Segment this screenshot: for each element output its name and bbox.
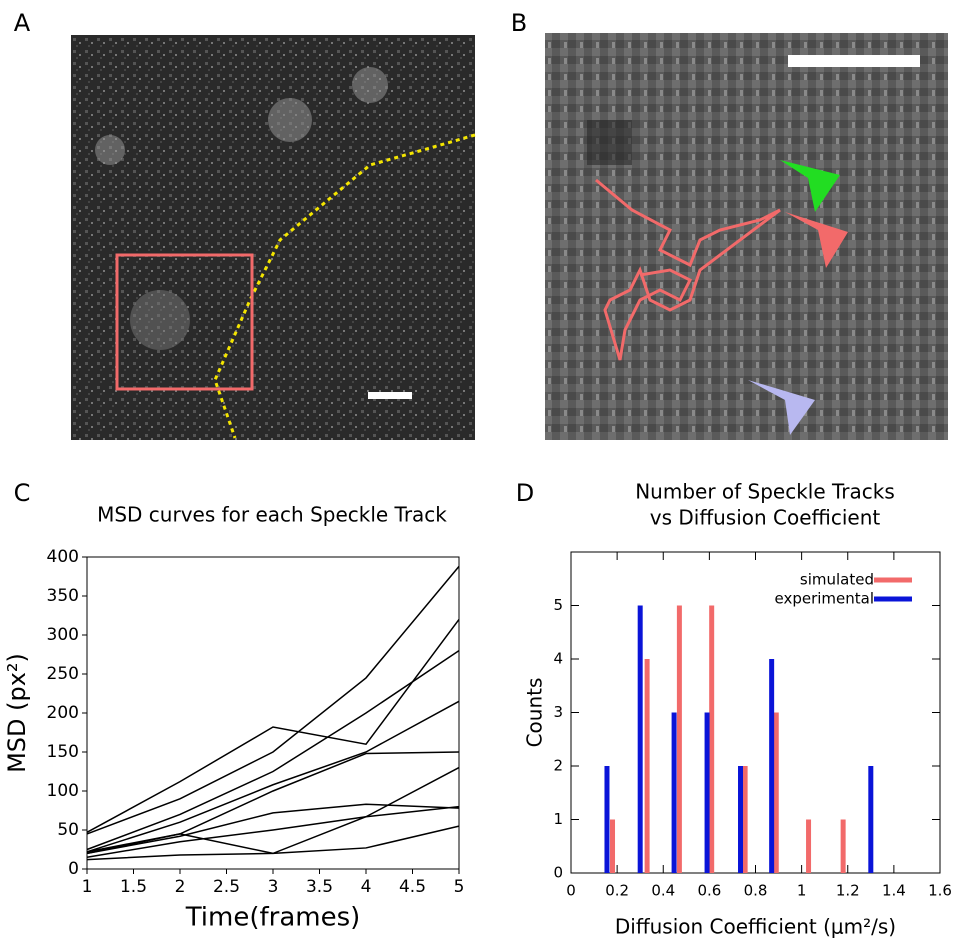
line (86, 803, 460, 855)
line (86, 700, 460, 853)
y-tick-label: 150 (47, 742, 79, 762)
chart-title: vs Diffusion Coefficient (650, 506, 881, 530)
line (86, 805, 460, 859)
bar (769, 659, 775, 873)
x-axis-label: Diffusion Coefficient (μm²/s) (615, 915, 896, 939)
bar (742, 766, 748, 873)
x-axis-label: Time(frames) (185, 903, 361, 933)
bar (868, 766, 874, 873)
x-tick-label: 5 (454, 877, 465, 897)
y-tick-label: 100 (47, 781, 79, 801)
y-tick-label: 4 (553, 650, 563, 668)
x-tick-label: 1.2 (836, 882, 860, 900)
line (86, 825, 460, 861)
x-tick-label: 3.5 (306, 877, 333, 897)
legend-label: experimental (774, 590, 874, 608)
chart-title: Number of Speckle Tracks (635, 480, 895, 504)
line (86, 618, 460, 833)
x-tick-label: 3 (268, 877, 279, 897)
bar (704, 712, 710, 873)
x-tick-label: 0.2 (605, 882, 629, 900)
y-tick-label: 5 (553, 596, 563, 614)
x-tick-label: 1 (797, 882, 807, 900)
y-tick-label: 250 (47, 664, 79, 684)
y-tick-label: 300 (47, 625, 79, 645)
x-tick-label: 4 (361, 877, 372, 897)
panel-a-image (71, 35, 476, 440)
y-tick-label: 200 (47, 703, 79, 723)
y-tick-label: 400 (47, 547, 79, 567)
x-tick-label: 0.8 (744, 882, 768, 900)
panel-label: D (516, 479, 534, 507)
bar (840, 819, 846, 873)
panel-label: C (14, 479, 31, 507)
y-tick-label: 1 (553, 810, 563, 828)
y-tick-label: 2 (553, 757, 563, 775)
bar (773, 712, 779, 873)
y-tick-label: 50 (57, 820, 79, 840)
y-tick-label: 350 (47, 586, 79, 606)
x-tick-label: 4.5 (399, 877, 426, 897)
line (86, 565, 460, 835)
x-tick-label: 0 (566, 882, 576, 900)
bar (610, 819, 616, 873)
line (86, 649, 460, 851)
y-tick-label: 3 (553, 703, 563, 721)
bar (676, 605, 682, 873)
x-tick-label: 2 (175, 877, 186, 897)
bar (738, 766, 744, 873)
y-axis-label: Counts (523, 678, 547, 748)
x-tick-label: 1.6 (928, 882, 952, 900)
x-tick-label: 1.5 (120, 877, 147, 897)
bar (806, 819, 812, 873)
bar (709, 605, 715, 873)
bar (637, 605, 643, 873)
x-tick-label: 2.5 (213, 877, 240, 897)
x-tick-label: 0.4 (651, 882, 675, 900)
panel-label: B (511, 9, 527, 37)
panel-label: A (14, 9, 31, 37)
x-tick-label: 0.6 (697, 882, 721, 900)
bar (671, 712, 677, 873)
x-tick-label: 1 (82, 877, 93, 897)
x-tick-label: 1.4 (882, 882, 906, 900)
bar (644, 659, 650, 873)
legend-label: simulated (800, 571, 874, 589)
plot-frame (86, 556, 460, 870)
bar (604, 766, 610, 873)
y-axis-label: MSD (px²) (3, 653, 31, 773)
y-tick-label: 0 (553, 864, 563, 882)
y-tick-label: 0 (68, 859, 79, 879)
line (86, 766, 460, 855)
panel-b-image (545, 33, 948, 440)
chart-title: MSD curves for each Speckle Track (97, 503, 447, 527)
